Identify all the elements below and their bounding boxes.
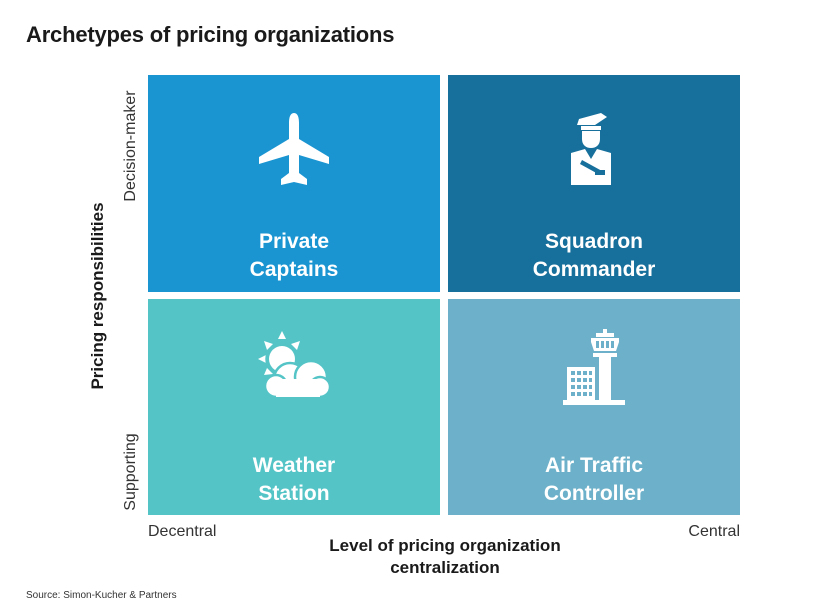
quadrant-private-captains: Private Captains bbox=[148, 75, 440, 292]
quadrant-air-traffic-controller: Air Traffic Controller bbox=[448, 299, 740, 515]
quadrant-label-line2: Station bbox=[258, 482, 330, 505]
sun-cloud-icon bbox=[148, 329, 440, 401]
quadrant-label-line1: Private bbox=[258, 230, 330, 253]
y-axis-title: Pricing responsibilities bbox=[88, 202, 107, 390]
chart-title: Archetypes of pricing organizations bbox=[26, 22, 395, 47]
control-tower-icon bbox=[448, 329, 740, 405]
quadrant-squadron-commander: Squadron Commander bbox=[448, 75, 740, 292]
quadrant-label-line1: Air Traffic bbox=[544, 454, 644, 477]
quadrant-label: Air Traffic Controller bbox=[448, 452, 740, 508]
x-axis-title-line1: Level of pricing organization bbox=[329, 536, 561, 555]
source-note: Source: Simon-Kucher & Partners bbox=[26, 590, 177, 601]
quadrant-label-line2: Captains bbox=[249, 258, 339, 281]
x-axis-label-right: Central bbox=[688, 523, 740, 540]
y-axis-label-bottom: Supporting bbox=[122, 433, 139, 511]
airplane-icon bbox=[148, 113, 440, 189]
x-axis-label-left: Decentral bbox=[148, 523, 217, 540]
x-axis-title: Level of pricing organization centraliza… bbox=[329, 535, 560, 579]
quadrant-label-line2: Commander bbox=[532, 258, 656, 281]
quadrant-label-line1: Squadron bbox=[545, 230, 643, 253]
pilot-icon bbox=[448, 113, 740, 185]
quadrant-weather-station: Weather Station bbox=[148, 299, 440, 515]
quadrant-label: Private Captains bbox=[148, 228, 440, 284]
x-axis-title-line2: centralization bbox=[390, 558, 500, 577]
quadrant-label: Weather Station bbox=[148, 452, 440, 508]
y-axis-label-top: Decision-maker bbox=[122, 90, 139, 202]
quadrant-label: Squadron Commander bbox=[448, 228, 740, 284]
quadrant-label-line2: Controller bbox=[543, 482, 645, 505]
quadrant-label-line1: Weather bbox=[252, 454, 336, 477]
